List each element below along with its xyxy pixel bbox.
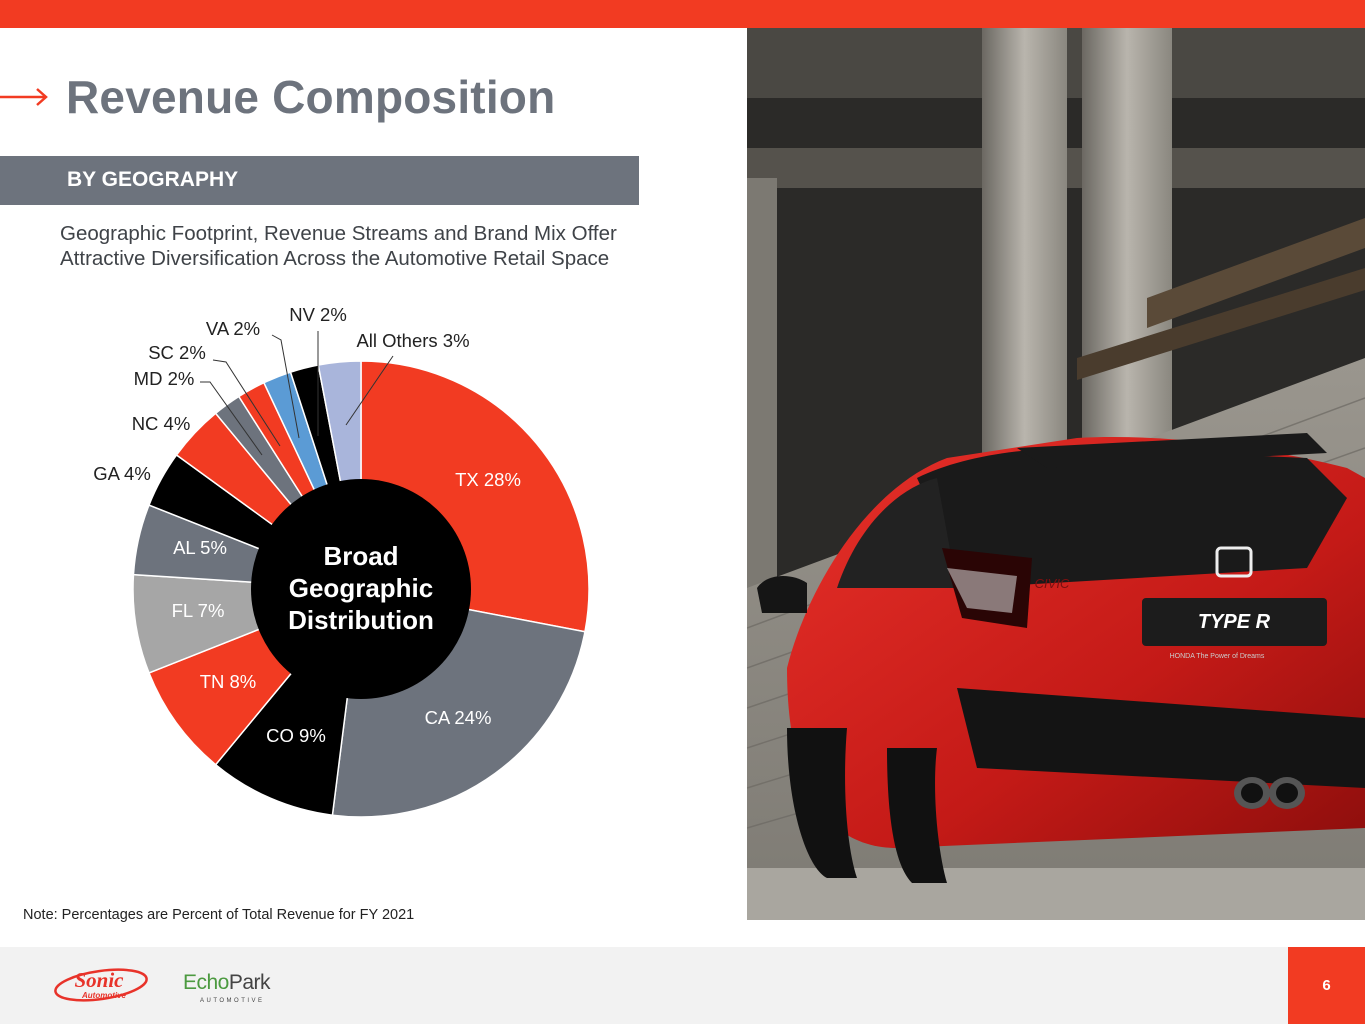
pie-slice-label: GA 4% xyxy=(93,463,151,484)
plate-small-text: HONDA The Power of Dreams xyxy=(1170,653,1265,660)
svg-text:EchoPark: EchoPark xyxy=(183,971,271,994)
sonic-logo-main: Sonic xyxy=(74,968,124,992)
sonic-logo-sub: Automotive xyxy=(81,991,127,1000)
honda-logo-icon xyxy=(1215,546,1253,578)
car-photo-illustration: TYPE R HONDA The Power of Dreams CIVIC xyxy=(747,28,1365,920)
subtitle: Geographic Footprint, Revenue Streams an… xyxy=(60,221,660,271)
echopark-logo-sub: AUTOMOTIVE xyxy=(200,998,265,1004)
pie-center-label: Distribution xyxy=(288,605,434,635)
sonic-automotive-logo: Sonic Automotive xyxy=(54,968,148,1002)
pie-slice-label: CO 9% xyxy=(266,725,326,746)
civic-badge: CIVIC xyxy=(1035,576,1070,591)
pie-slice-label: CA 24% xyxy=(425,707,492,728)
pie-center-label: Broad xyxy=(323,541,398,571)
page-number: 6 xyxy=(1288,947,1365,1024)
pie-slice-label: NC 4% xyxy=(132,413,191,434)
pie-leader-line xyxy=(212,359,281,447)
title-arrow-icon xyxy=(0,88,48,106)
pie-slice-label: TX 28% xyxy=(455,469,521,490)
footnote: Note: Percentages are Percent of Total R… xyxy=(23,907,415,923)
pie-leader-line xyxy=(271,334,300,439)
page-title: Revenue Composition xyxy=(66,71,556,123)
echopark-logo-park: Park xyxy=(229,971,271,994)
pie-slice-label: FL 7% xyxy=(172,600,225,621)
type-r-badge: TYPE R xyxy=(1198,611,1271,633)
section-label: BY GEOGRAPHY xyxy=(67,168,239,191)
car-photo: TYPE R HONDA The Power of Dreams CIVIC xyxy=(747,28,1365,920)
footer-bar xyxy=(0,947,1365,1024)
subtitle-line-2: Attractive Diversification Across the Au… xyxy=(60,247,610,270)
pie-slice-label: TN 8% xyxy=(200,671,257,692)
subtitle-line-1: Geographic Footprint, Revenue Streams an… xyxy=(60,222,617,245)
pie-center-circle xyxy=(251,479,471,699)
section-header-bar: BY GEOGRAPHY xyxy=(0,156,639,205)
pie-slice-label: VA 2% xyxy=(206,318,260,339)
pie-slice-label: SC 2% xyxy=(148,342,206,363)
pie-leader-line xyxy=(200,381,263,456)
pie-slice-label: MD 2% xyxy=(134,368,195,389)
echopark-automotive-logo: EchoPark AUTOMOTIVE xyxy=(183,971,272,1004)
pie-leader-line xyxy=(345,355,394,426)
echopark-logo-echo: Echo xyxy=(183,971,229,994)
top-accent-bar xyxy=(0,0,1365,28)
pie-slice-label: AL 5% xyxy=(173,537,227,558)
pie-slice-label: NV 2% xyxy=(289,304,347,325)
pie-slice-label: All Others 3% xyxy=(356,330,469,351)
pie-center-label: Geographic xyxy=(289,573,433,603)
